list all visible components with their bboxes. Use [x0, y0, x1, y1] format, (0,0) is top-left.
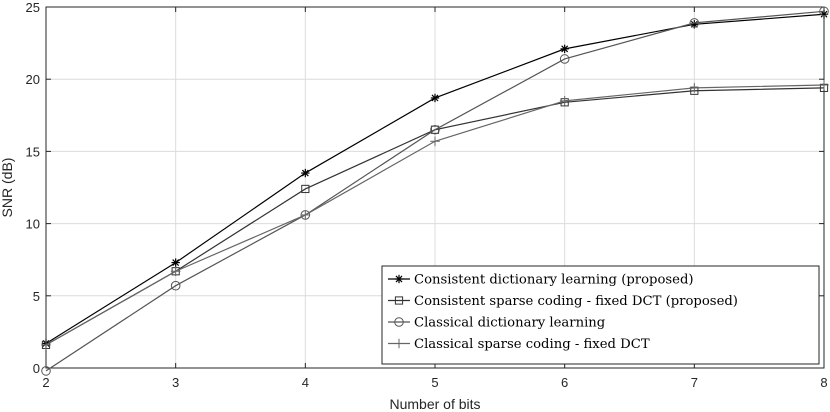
square-marker [430, 125, 440, 134]
y-tick-label: 20 [26, 72, 40, 87]
circle-marker [689, 18, 700, 28]
asterisk-marker [301, 168, 310, 178]
y-tick-label: 25 [26, 0, 40, 15]
circle-marker [819, 6, 829, 17]
legend-entry: Consistent dictionary learning (proposed… [388, 273, 694, 288]
x-tick-label: 3 [172, 375, 179, 390]
plus-marker [41, 340, 51, 350]
plus-marker [689, 83, 700, 93]
series-line [45, 10, 825, 372]
legend-label: Consistent dictionary learning (proposed… [414, 273, 694, 288]
x-axis-title: Number of bits [389, 396, 480, 412]
circle-marker [559, 54, 570, 64]
legend-label: Classical sparse coding - fixed DCT [414, 337, 650, 352]
asterisk-marker [560, 44, 569, 54]
circle-marker [394, 317, 404, 327]
square-marker [301, 184, 310, 194]
plus-marker [819, 80, 829, 90]
asterisk-marker [430, 93, 440, 103]
y-axis-title: SNR (dB) [0, 158, 15, 218]
y-tick-label: 0 [33, 361, 40, 376]
legend-label: Consistent sparse coding - fixed DCT (pr… [414, 294, 738, 309]
legend-entries: Consistent dictionary learning (proposed… [388, 273, 738, 352]
y-tick-label: 5 [33, 289, 40, 304]
x-tick-label: 4 [302, 375, 309, 390]
x-tick-label: 2 [42, 375, 49, 390]
legend-entry: Consistent sparse coding - fixed DCT (pr… [388, 294, 738, 309]
legend-entry: Classical dictionary learning [388, 316, 606, 331]
legend-label: Classical dictionary learning [414, 316, 606, 331]
x-tick-label: 6 [561, 375, 568, 390]
plus-marker [394, 338, 404, 349]
x-tick-label: 8 [820, 375, 827, 390]
plus-marker [559, 96, 570, 106]
circle-marker [170, 280, 181, 291]
square-marker [394, 296, 404, 305]
x-tick-label: 5 [431, 375, 438, 390]
circle-marker [430, 124, 440, 135]
legend-entry: Classical sparse coding - fixed DCT [388, 337, 650, 352]
legend-box [381, 265, 820, 365]
y-tick-label: 10 [26, 217, 40, 232]
tick-labels: 2 3 4 5 6 7 8 0 5 10 15 20 25 [26, 0, 828, 390]
asterisk-marker [171, 258, 180, 267]
legend: Consistent dictionary learning (proposed… [381, 265, 820, 365]
asterisk-marker [394, 274, 404, 284]
y-tick-label: 15 [26, 144, 40, 159]
axes [45, 6, 825, 369]
x-tick-label: 7 [691, 375, 698, 390]
plus-marker [300, 210, 311, 220]
plus-marker [430, 136, 440, 147]
series-4 [41, 80, 829, 350]
plus-marker [170, 266, 181, 277]
series-lines [41, 6, 829, 376]
circle-marker [41, 366, 51, 376]
